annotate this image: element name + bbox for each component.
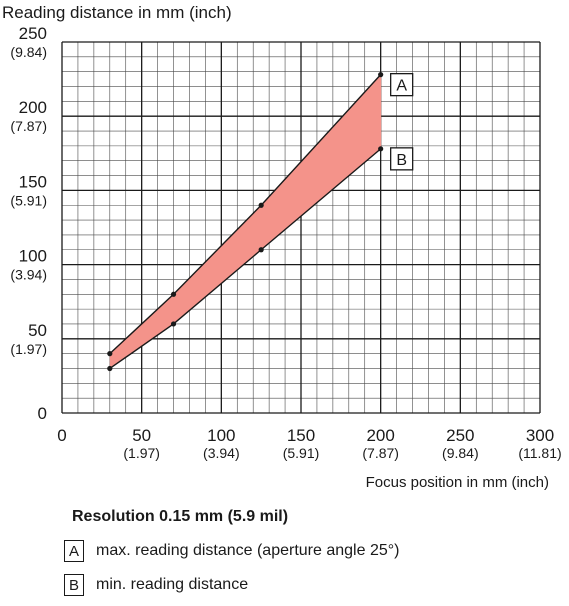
series-points bbox=[107, 72, 384, 372]
data-point-b bbox=[107, 365, 113, 372]
svg-text:B: B bbox=[396, 152, 407, 169]
x-tick-label: 100 bbox=[207, 426, 235, 445]
x-tick-sublabel: (9.84) bbox=[442, 445, 479, 461]
series-labels: AB bbox=[390, 72, 414, 171]
chart-title: Reading distance in mm (inch) bbox=[2, 3, 232, 22]
data-point-a bbox=[258, 202, 264, 208]
x-tick-sublabel: (3.94) bbox=[203, 445, 240, 461]
series-label-a: A bbox=[390, 72, 414, 97]
x-tick-sublabel: (11.81) bbox=[518, 445, 561, 461]
y-tick-label: 0 bbox=[38, 404, 47, 423]
legend-item-a: A max. reading distance (aperture angle … bbox=[64, 538, 544, 564]
data-point-a bbox=[107, 351, 113, 357]
x-tick-label: 0 bbox=[57, 426, 66, 445]
series-line-a bbox=[109, 74, 382, 355]
series-line-b bbox=[109, 148, 382, 370]
y-tick-sublabel: (3.94) bbox=[10, 267, 47, 283]
grid-major bbox=[61, 41, 541, 414]
data-point-b bbox=[258, 247, 264, 253]
data-point-b bbox=[170, 321, 177, 327]
x-tick-sublabel: (1.97) bbox=[123, 445, 160, 461]
y-tick-labels: 0 50(1.97) 100(3.94) 150(5.91) 200(7.87) 250(… bbox=[10, 24, 47, 423]
data-point-b bbox=[378, 146, 384, 152]
svg-text:A: A bbox=[396, 78, 407, 95]
legend-title: Resolution 0.15 mm (5.9 mil) bbox=[72, 508, 289, 525]
x-tick-label: 150 bbox=[287, 426, 315, 445]
y-tick-label: 200 bbox=[19, 98, 47, 117]
series-lines bbox=[109, 74, 382, 370]
y-tick-sublabel: (9.84) bbox=[10, 44, 47, 60]
y-tick-label: 100 bbox=[19, 247, 47, 266]
y-tick-label: 250 bbox=[19, 24, 47, 43]
y-tick-sublabel: (1.97) bbox=[10, 341, 47, 357]
legend-key-a: A bbox=[64, 540, 84, 562]
x-tick-labels: 0 50(1.97)100(3.94)150(5.91)200(7.87)250(… bbox=[57, 426, 561, 461]
x-axis-label: Focus position in mm (inch) bbox=[366, 474, 549, 491]
data-point-a bbox=[170, 291, 177, 297]
x-tick-label: 50 bbox=[132, 426, 151, 445]
y-tick-label: 150 bbox=[19, 172, 47, 191]
legend-key-b: B bbox=[64, 574, 84, 596]
data-point-a bbox=[378, 72, 384, 78]
y-tick-label: 50 bbox=[28, 321, 47, 340]
y-tick-sublabel: (5.91) bbox=[10, 192, 47, 208]
x-tick-label: 300 bbox=[526, 426, 554, 445]
x-tick-sublabel: (5.91) bbox=[283, 445, 320, 461]
legend: Resolution 0.15 mm (5.9 mil) A max. read… bbox=[64, 508, 544, 606]
y-tick-sublabel: (7.87) bbox=[10, 118, 47, 134]
legend-text-b: min. reading distance bbox=[96, 576, 249, 593]
series-label-b: B bbox=[390, 147, 414, 171]
x-tick-label: 250 bbox=[446, 426, 474, 445]
legend-item-b: B min. reading distance bbox=[64, 572, 544, 598]
x-tick-sublabel: (7.87) bbox=[362, 445, 399, 461]
x-tick-label: 200 bbox=[366, 426, 394, 445]
legend-text-a: max. reading distance (aperture angle 25… bbox=[96, 542, 400, 559]
